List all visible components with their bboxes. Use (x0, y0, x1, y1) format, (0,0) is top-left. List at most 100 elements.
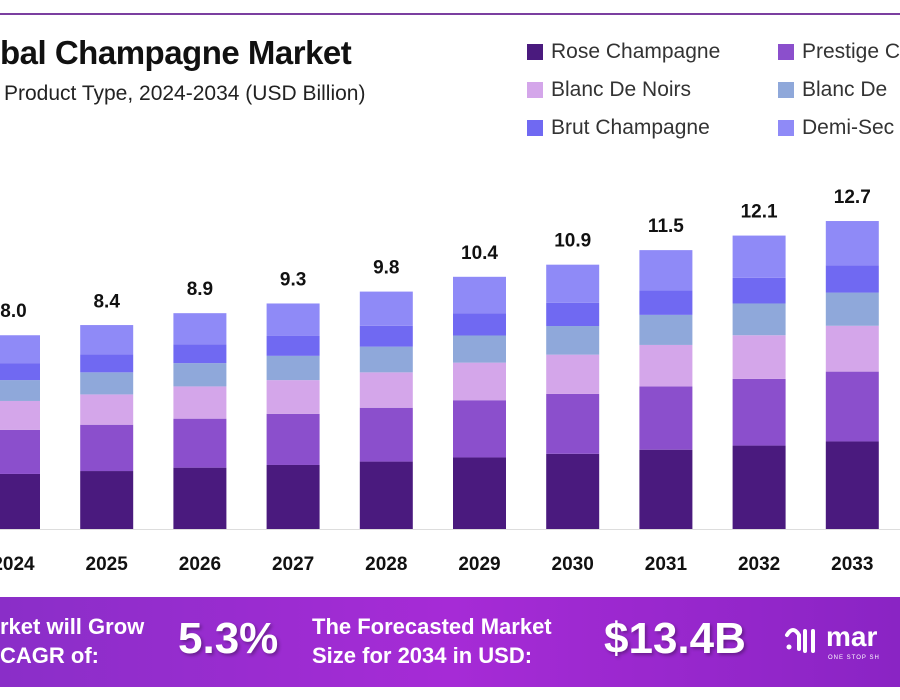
total-label: 10.4 (461, 243, 498, 264)
bar-segment-brut-champagne (173, 344, 227, 364)
bar-segment-rose-champagne (0, 473, 40, 529)
legend-label: Blanc De Noirs (551, 78, 692, 101)
bar-segment-brut-champagne (453, 313, 506, 336)
logo-icon (785, 628, 815, 653)
bar-segment-brut-champagne (0, 363, 40, 381)
total-label: 10.9 (554, 231, 591, 252)
total-label: 11.5 (648, 216, 684, 237)
top-divider (0, 13, 900, 15)
x-tick-label: 2029 (458, 554, 500, 575)
bar-segment-demi-sec (546, 264, 600, 303)
bar-segment-prestige-c (732, 378, 786, 446)
bar-segment-rose-champagne (639, 449, 693, 529)
legend-label: Prestige C (802, 40, 900, 63)
logo-text: mar (826, 621, 878, 652)
bar-segment-prestige-c (80, 424, 134, 472)
bar-segment-blanc-de-noirs (266, 380, 320, 414)
bar-segment-brut-champagne (639, 290, 693, 315)
bar-segment-demi-sec (453, 276, 506, 314)
bar-segment-prestige-c (173, 418, 227, 468)
bar-segment-prestige-c (359, 407, 413, 462)
bar-segment-brut-champagne (359, 325, 413, 347)
bar-segment-prestige-c (546, 393, 600, 454)
bar-segment-blanc-de (546, 326, 600, 355)
bar-segment-blanc-de-noirs (173, 386, 227, 419)
bar-segment-demi-sec (80, 325, 134, 355)
legend-item: Brut Champagne (527, 116, 710, 140)
bar-segment-blanc-de-noirs (80, 394, 134, 425)
bar-segment-prestige-c (0, 429, 40, 474)
legend-swatch (778, 120, 794, 136)
total-label: 9.3 (280, 269, 306, 290)
legend-label: Blanc De (802, 78, 888, 101)
bar-segment-demi-sec (0, 335, 40, 364)
bar-segment-demi-sec (732, 235, 786, 278)
x-tick-label: 2028 (365, 554, 407, 575)
bar-segment-demi-sec (173, 313, 227, 345)
legend-swatch (778, 82, 794, 98)
bar-segment-rose-champagne (173, 467, 227, 529)
bar-segment-demi-sec (266, 303, 320, 336)
stacked-bar-chart: 8.0 2024 8.4 2025 8.9 2026 9.3 2027 9.8 2028 10.4 2… (0, 187, 900, 575)
legend-item: Blanc De (778, 78, 887, 102)
bar-segment-brut-champagne (732, 277, 786, 304)
x-tick-label: 2033 (831, 554, 873, 575)
bar-segment-prestige-c (639, 386, 693, 450)
bar-segment-blanc-de (80, 372, 134, 395)
bar-segment-demi-sec (639, 250, 693, 291)
legend-label: Brut Champagne (551, 116, 710, 139)
legend-label: Rose Champagne (551, 40, 721, 63)
x-tick-label: 2030 (552, 554, 594, 575)
bar-segment-blanc-de-noirs (359, 372, 413, 408)
x-tick-label: 2024 (0, 554, 35, 575)
x-tick-label: 2027 (272, 554, 314, 575)
forecast-label-line1: The Forecasted Market (312, 614, 552, 639)
forecast-label: The Forecasted Market Size for 2034 in U… (312, 612, 552, 670)
bar-segment-rose-champagne (732, 445, 786, 529)
bar-segment-brut-champagne (266, 335, 320, 356)
bar-segment-demi-sec (825, 221, 879, 266)
chart-title: bal Champagne Market (0, 34, 352, 71)
logo-tagline: ONE STOP SH (828, 655, 880, 661)
bar-segment-brut-champagne (80, 354, 134, 373)
bar-segment-blanc-de (453, 335, 506, 363)
legend-item: Blanc De Noirs (527, 78, 691, 102)
legend-item: Demi-Sec (778, 116, 894, 140)
total-label: 12.7 (834, 187, 871, 208)
cagr-label-line2: CAGR of: (0, 643, 99, 668)
bar-segment-blanc-de-noirs (0, 400, 40, 430)
legend-swatch (778, 44, 794, 60)
bar-segment-blanc-de (173, 363, 227, 387)
total-label: 8.9 (187, 279, 213, 300)
total-label: 9.8 (373, 257, 399, 278)
bar-segment-prestige-c (825, 371, 879, 442)
bar-segment-blanc-de-noirs (546, 354, 600, 394)
legend-item: Prestige C (778, 40, 900, 64)
legend-item: Rose Champagne (527, 40, 720, 64)
total-label: 8.4 (93, 291, 120, 312)
bar-segment-prestige-c (266, 413, 320, 465)
x-tick-label: 2032 (738, 554, 780, 575)
bar-segment-blanc-de (825, 292, 879, 326)
x-tick-label: 2026 (179, 554, 221, 575)
summary-banner: rket will Grow CAGR of: 5.3% The Forecas… (0, 597, 900, 687)
bar-segment-prestige-c (453, 400, 506, 458)
bar-segment-brut-champagne (546, 302, 600, 327)
legend-label: Demi-Sec (802, 116, 895, 139)
legend-swatch (527, 120, 543, 136)
bar-segment-rose-champagne (359, 461, 413, 529)
bar-segment-blanc-de (732, 303, 786, 336)
bar-segment-blanc-de-noirs (453, 362, 506, 401)
bar-segment-rose-champagne (266, 464, 320, 529)
bar-segment-blanc-de (266, 355, 320, 381)
bar-segment-brut-champagne (825, 265, 879, 293)
bar-segment-blanc-de (639, 314, 693, 345)
total-label: 8.0 (0, 301, 26, 322)
legend-swatch (527, 82, 543, 98)
cagr-label-line1: rket will Grow (0, 614, 145, 639)
forecast-value: $13.4B (604, 614, 746, 663)
forecast-label-line2: Size for 2034 in USD: (312, 643, 533, 668)
bar-segment-rose-champagne (825, 441, 879, 529)
bar-segment-blanc-de-noirs (639, 344, 693, 387)
cagr-label: rket will Grow CAGR of: (0, 612, 144, 670)
